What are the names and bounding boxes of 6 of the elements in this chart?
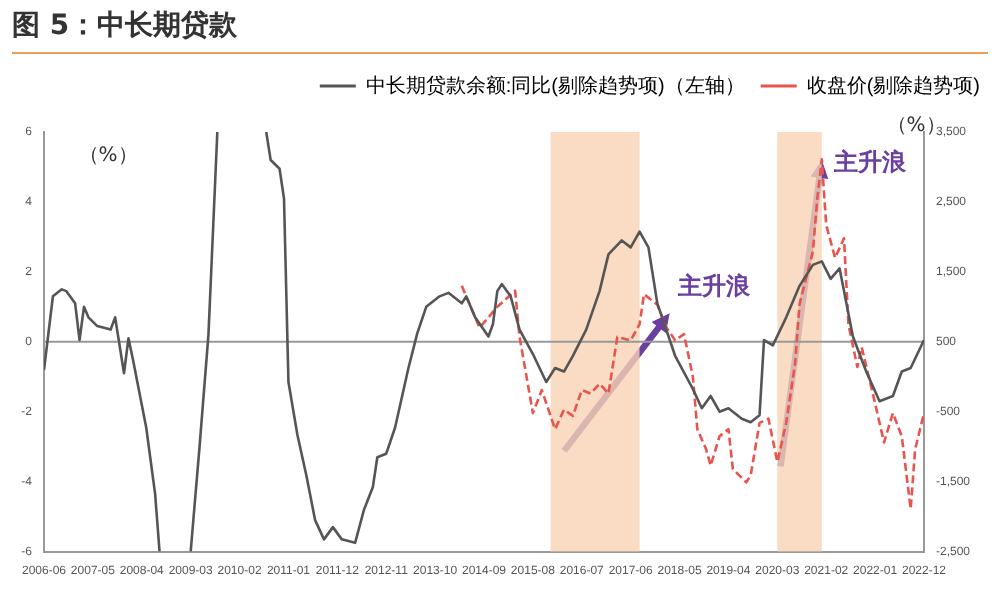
chart-title: 图 5：中长期贷款: [12, 8, 988, 54]
legend-label: 中长期贷款余额:同比(剔除趋势项)（左轴）: [365, 73, 745, 98]
annotation: 主升浪: [675, 271, 752, 300]
annotation: 主升浪: [831, 148, 908, 177]
legend-label: 收盘价(剔除趋势项): [806, 73, 981, 98]
y-axis-title: （%）: [78, 145, 138, 168]
